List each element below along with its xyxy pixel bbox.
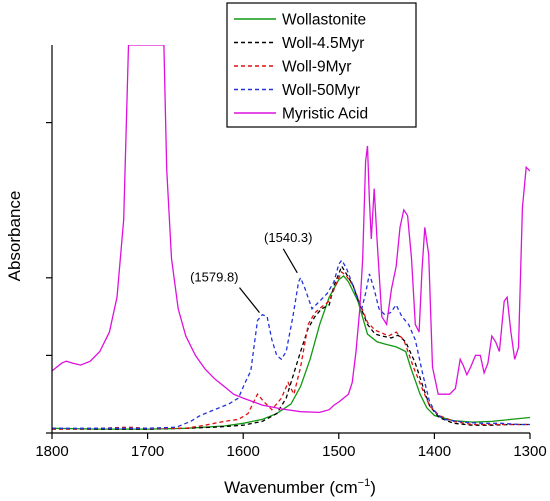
legend-label: Woll-4.5Myr (282, 35, 364, 52)
plot-lines (52, 45, 530, 430)
y-axis-title: Absorbance (5, 191, 24, 282)
x-tick-label: 1300 (513, 443, 546, 460)
series-line-woll-9myr (52, 270, 530, 430)
series-line-myristic-acid (52, 45, 530, 414)
x-tick-label: 1800 (35, 443, 68, 460)
legend-item: Wollastonite (234, 12, 366, 29)
series-line-wollastonite (52, 274, 530, 430)
x-tick-label: 1600 (227, 443, 260, 460)
legend-item: Woll-9Myr (234, 59, 351, 76)
x-axis-title: Wavenumber (cm−1) (224, 477, 376, 497)
legend-item: Woll-4.5Myr (234, 35, 364, 52)
annotation-leader-line (282, 248, 298, 274)
legend-items: Wollastonite Woll-4.5Myr Woll-9Myr Woll-50M… (234, 12, 368, 123)
annotation-label: (1579.8) (190, 270, 238, 285)
legend-item: Woll-50Myr (234, 82, 360, 99)
axes (51, 45, 530, 434)
y-ticks (46, 121, 52, 434)
legend-item: Myristic Acid (234, 106, 368, 123)
annotations: (1579.8) (1540.3) (190, 230, 312, 314)
legend-box (226, 2, 417, 128)
legend-label: Woll-9Myr (282, 59, 351, 76)
x-tick-label: 1700 (131, 443, 164, 460)
annotation-leader-line (239, 287, 260, 314)
legend-label: Myristic Acid (282, 106, 368, 123)
legend: Wollastonite Woll-4.5Myr Woll-9Myr Woll-50M… (226, 2, 417, 128)
x-tick-label: 1500 (322, 443, 355, 460)
annotation-1540-3: (1540.3) (264, 230, 312, 274)
annotation-1579-8: (1579.8) (190, 270, 260, 314)
series-line-woll-50myr (52, 259, 530, 429)
legend-label: Woll-50Myr (282, 82, 360, 99)
x-ticks: 1800 1700 1600 1500 1400 1300 (35, 433, 547, 460)
legend-label: Wollastonite (282, 12, 366, 29)
x-tick-label: 1400 (418, 443, 451, 460)
annotation-label: (1540.3) (264, 230, 312, 245)
